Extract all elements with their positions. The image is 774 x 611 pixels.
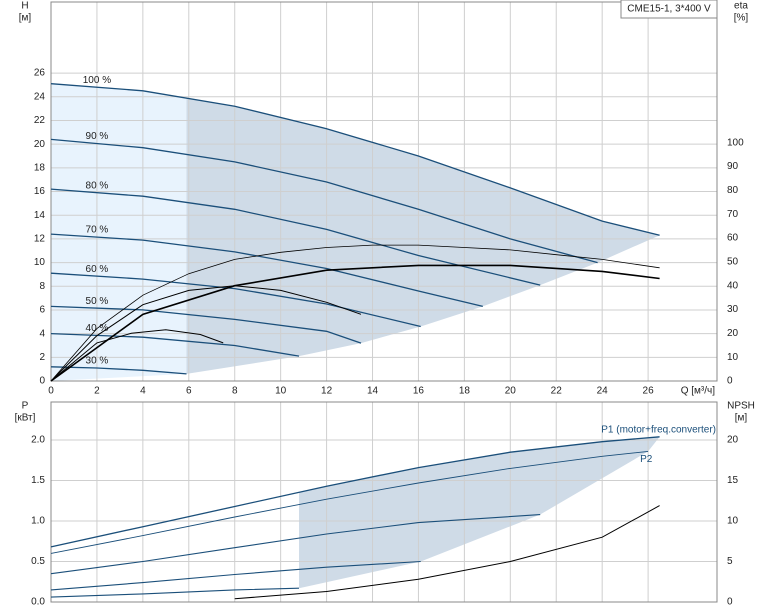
y2-axis-label: NPSH [727, 401, 755, 412]
plot-frame [50, 1, 718, 382]
y-tick-label: 1.0 [31, 516, 45, 527]
y2-tick-label: 15 [727, 475, 739, 486]
y2-tick-label: 10 [727, 352, 739, 363]
y-tick-label: 2.0 [31, 435, 45, 446]
series-label: 30 % [86, 356, 109, 367]
y-axis-label: P [22, 401, 29, 412]
curve [50, 83, 660, 236]
y2-tick-label: 80 [727, 185, 739, 196]
x-tick-label: 6 [186, 386, 192, 397]
x-tick-label: 12 [321, 386, 333, 397]
y2-tick-label: 70 [727, 209, 739, 220]
y-axis-unit: [м] [19, 13, 32, 24]
curve [50, 366, 187, 375]
y2-tick-label: 0 [727, 597, 733, 608]
light-area [51, 83, 187, 382]
curve [50, 244, 660, 382]
series-label: 50 % [86, 296, 109, 307]
curve [50, 450, 649, 554]
curve [50, 560, 421, 591]
y2-tick-label: 40 [727, 280, 739, 291]
x-tick-label: 10 [275, 386, 287, 397]
curve [50, 587, 300, 598]
y2-tick-label: 60 [727, 233, 739, 244]
x-tick-label: 8 [232, 386, 238, 397]
y2-tick-label: 50 [727, 256, 739, 267]
x-tick-label: 2 [94, 386, 100, 397]
y2-tick-label: 90 [727, 161, 739, 172]
x-tick-label: 18 [459, 386, 471, 397]
y-tick-label: 22 [34, 115, 46, 126]
series-label: P1 (motor+freq.converter) [601, 424, 716, 435]
curve [50, 188, 541, 286]
y2-tick-label: 20 [727, 328, 739, 339]
series-label: P2 [640, 454, 653, 465]
series-label: 100 % [83, 75, 111, 86]
plot-frame [50, 401, 718, 603]
y-tick-label: 20 [34, 139, 46, 150]
y-tick-label: 4 [39, 328, 45, 339]
curve [50, 436, 660, 548]
series-label: 90 % [86, 131, 109, 142]
x-tick-label: 22 [551, 386, 563, 397]
curve [50, 285, 362, 382]
y2-axis-label: eta [734, 1, 748, 12]
y-tick-label: 26 [34, 68, 46, 79]
curve [50, 329, 224, 382]
curve [50, 514, 541, 575]
y2-tick-label: 0 [727, 376, 733, 387]
y-tick-label: 24 [34, 91, 46, 102]
chart-title: CME15-1, 3*400 V [627, 4, 711, 15]
curve [50, 264, 660, 382]
x-tick-label: 24 [597, 386, 609, 397]
curve [50, 272, 421, 328]
x-tick-label: 0 [48, 386, 54, 397]
y2-tick-label: 100 [727, 137, 744, 148]
curve [50, 233, 483, 308]
y-tick-label: 16 [34, 186, 46, 197]
y2-tick-label: 10 [727, 516, 739, 527]
y-axis-unit: [кВт] [15, 413, 36, 424]
x-tick-label: 16 [413, 386, 425, 397]
y-tick-label: 10 [34, 257, 46, 268]
y2-tick-label: 30 [727, 304, 739, 315]
curve [234, 505, 660, 600]
x-axis-label: Q [м³/ч] [681, 386, 716, 397]
y-tick-label: 0.5 [31, 556, 45, 567]
curve [50, 305, 362, 344]
y2-axis-unit: [м] [735, 413, 748, 424]
x-tick-label: 26 [643, 386, 655, 397]
title-box [620, 0, 718, 19]
y-tick-label: 6 [39, 305, 45, 316]
series-label: 70 % [86, 225, 109, 236]
y-tick-label: 12 [34, 234, 46, 245]
y2-tick-label: 5 [727, 556, 733, 567]
y2-tick-label: 20 [727, 435, 739, 446]
y-tick-label: 14 [34, 210, 46, 221]
x-tick-label: 4 [140, 386, 146, 397]
y-tick-label: 8 [39, 281, 45, 292]
y-tick-label: 1.5 [31, 475, 45, 486]
series-label: 60 % [86, 264, 109, 275]
y-axis-label: H [21, 1, 28, 12]
operating-area [186, 98, 660, 374]
y2-axis-unit: [%] [734, 13, 749, 24]
y-tick-label: 18 [34, 162, 46, 173]
y-tick-label: 2 [39, 352, 45, 363]
x-tick-label: 14 [367, 386, 379, 397]
y-tick-label: 0.0 [31, 597, 45, 608]
curve [50, 138, 598, 264]
series-label: 80 % [86, 180, 109, 191]
operating-area [299, 436, 660, 589]
x-tick-label: 20 [505, 386, 517, 397]
y-tick-label: 0 [39, 376, 45, 387]
